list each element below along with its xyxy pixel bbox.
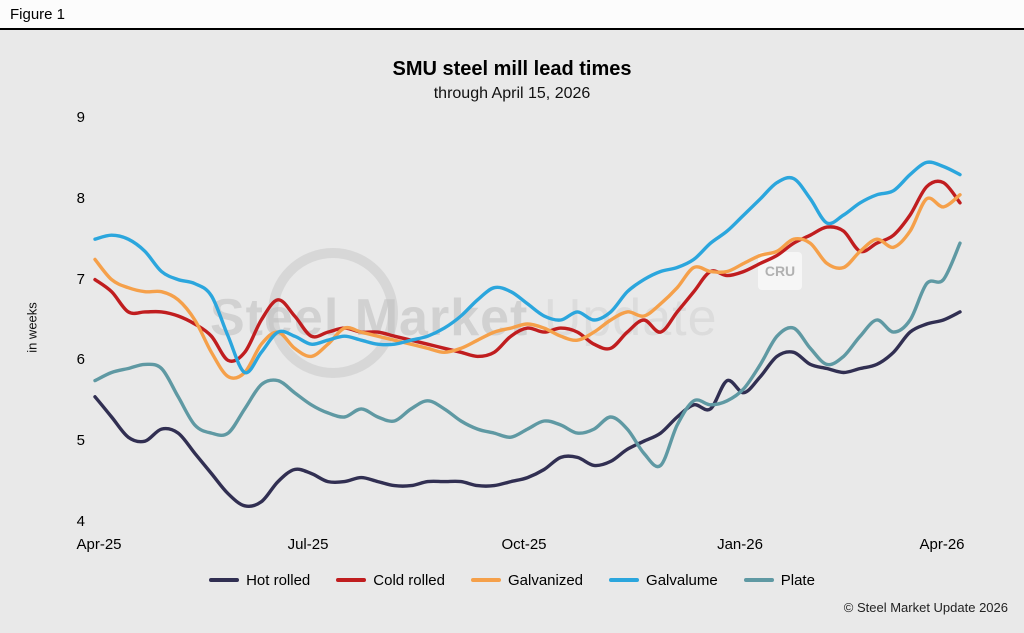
title-block: SMU steel mill lead times through April … [0,58,1024,103]
legend-item-galvanized: Galvanized [470,571,584,589]
y-tick-label-9: 9 [76,109,85,126]
series-line-galvalume [93,160,962,375]
x-tick-label-jan26: Jan-26 [717,536,763,553]
x-tick-label-oct25: Oct-25 [501,536,547,553]
legend-swatch-cold-rolled [336,578,367,582]
legend-swatch-galvalume [609,578,640,582]
legend-label-galvanized: Galvanized [507,571,584,589]
x-tick-label-apr26: Apr-26 [919,536,965,553]
legend: Hot rolled Cold rolled Galvanized Galval… [0,568,1024,592]
legend-swatch-hot-rolled [209,578,240,582]
legend-item-galvalume: Galvalume [609,572,718,589]
legend-label-galvalume: Galvalume [646,571,718,589]
legend-label-hot-rolled: Hot rolled [246,571,311,589]
y-tick-label-7: 7 [76,271,85,288]
chart-title: SMU steel mill lead times [392,58,632,80]
copyright-text: © Steel Market Update 2026 [843,600,1008,615]
legend-label-cold-rolled: Cold rolled [373,571,445,589]
legend-swatch-plate [743,578,774,582]
legend-item-cold-rolled: Cold rolled [336,572,445,589]
legend-item-hot-rolled: Hot rolled [209,572,310,589]
legend-item-plate: Plate [743,571,815,589]
x-tick-label-apr25: Apr-25 [76,536,122,553]
legend-swatch-galvanized [470,578,501,582]
y-tick-label-8: 8 [76,190,85,207]
figure-label: Figure 1 [0,0,1024,30]
series-line-plate [93,241,962,469]
series-line-cold-rolled [93,179,962,363]
y-axis-label: in weeks [24,302,40,353]
y-tick-label-5: 5 [76,432,85,449]
series-line-galvanized [93,193,962,380]
x-tick-label-jul25: Jul-25 [287,536,329,553]
figure-label-text: Figure 1 [10,5,66,23]
y-tick-label-6: 6 [76,351,85,368]
series-line-hot-rolled [93,310,962,509]
legend-label-plate: Plate [780,571,815,589]
y-tick-label-4: 4 [76,513,85,530]
chart-subtitle: through April 15, 2026 [433,85,591,102]
